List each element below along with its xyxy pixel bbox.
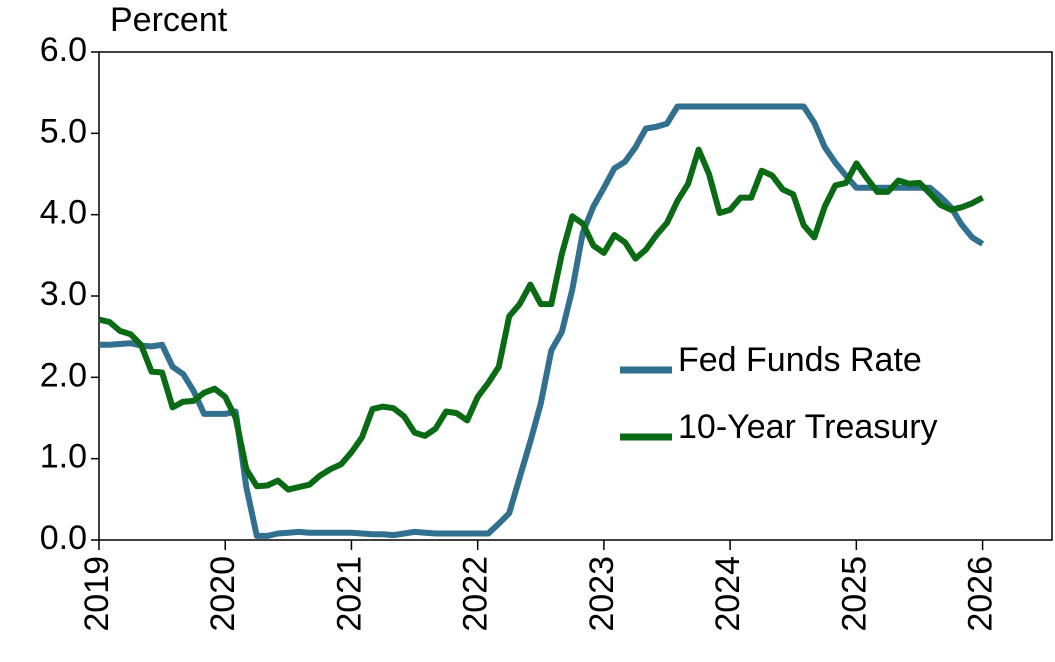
y-tick-label: 3.0 [40, 275, 87, 313]
x-tick-label: 2019 [78, 556, 116, 632]
series-line [98, 146, 985, 493]
x-tick-label: 2021 [330, 556, 368, 632]
x-tick-label: 2026 [962, 556, 1000, 632]
y-tick-label: 2.0 [40, 356, 87, 394]
y-tick-label: 4.0 [40, 194, 87, 232]
x-tick-label: 2020 [204, 556, 242, 632]
y-tick-label: 6.0 [40, 31, 87, 69]
x-tick-label: 2025 [835, 556, 873, 632]
y-tick-label: 1.0 [40, 438, 87, 476]
x-tick-label: 2024 [709, 556, 747, 632]
y-tick-label: 5.0 [40, 112, 87, 150]
series-line [99, 103, 985, 539]
legend-label: 10-Year Treasury [678, 408, 938, 446]
legend-label: Fed Funds Rate [678, 341, 922, 379]
x-tick-label: 2022 [457, 556, 495, 632]
y-tick-label: 0.0 [40, 519, 87, 557]
y-axis-label: Percent [110, 1, 228, 39]
x-tick-label: 2023 [583, 556, 621, 632]
